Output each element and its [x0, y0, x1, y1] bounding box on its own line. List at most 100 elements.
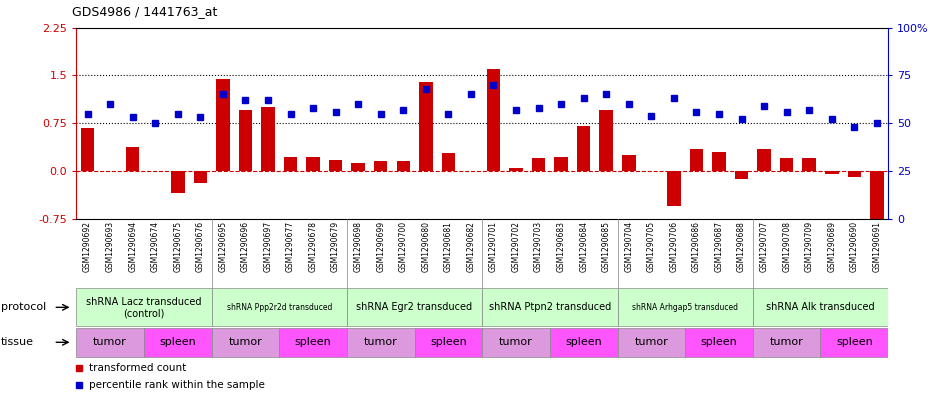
- Bar: [171, 171, 184, 193]
- Text: shRNA Arhgap5 transduced: shRNA Arhgap5 transduced: [632, 303, 738, 312]
- Text: tumor: tumor: [499, 337, 533, 347]
- Text: GSM1290698: GSM1290698: [353, 221, 363, 272]
- Text: tumor: tumor: [770, 337, 804, 347]
- Text: GSM1290697: GSM1290697: [263, 221, 272, 272]
- Bar: [486, 69, 500, 171]
- Text: GSM1290676: GSM1290676: [196, 221, 205, 272]
- Bar: [712, 152, 725, 171]
- Text: GSM1290708: GSM1290708: [782, 221, 791, 272]
- Text: GSM1290695: GSM1290695: [219, 221, 227, 272]
- Bar: [554, 157, 568, 171]
- Bar: [780, 158, 793, 171]
- Bar: [752, 328, 820, 357]
- Text: GSM1290684: GSM1290684: [579, 221, 588, 272]
- Text: GSM1290679: GSM1290679: [331, 221, 340, 272]
- Text: tumor: tumor: [634, 337, 669, 347]
- Bar: [352, 163, 365, 171]
- Text: tumor: tumor: [229, 337, 262, 347]
- Text: GSM1290703: GSM1290703: [534, 221, 543, 272]
- Text: tumor: tumor: [93, 337, 127, 347]
- Bar: [482, 328, 550, 357]
- Bar: [239, 110, 252, 171]
- Bar: [212, 288, 347, 326]
- Bar: [347, 288, 482, 326]
- Bar: [820, 328, 888, 357]
- Text: GSM1290693: GSM1290693: [106, 221, 114, 272]
- Bar: [76, 288, 211, 326]
- Text: GSM1290700: GSM1290700: [399, 221, 407, 272]
- Bar: [419, 82, 432, 171]
- Bar: [577, 127, 591, 171]
- Bar: [261, 107, 274, 171]
- Bar: [735, 171, 749, 179]
- Text: shRNA Lacz transduced
(control): shRNA Lacz transduced (control): [86, 297, 202, 318]
- Text: GSM1290691: GSM1290691: [872, 221, 882, 272]
- Text: spleen: spleen: [836, 337, 872, 347]
- Text: GSM1290678: GSM1290678: [309, 221, 317, 272]
- Bar: [752, 288, 888, 326]
- Bar: [825, 171, 839, 174]
- Text: GSM1290696: GSM1290696: [241, 221, 250, 272]
- Bar: [690, 149, 703, 171]
- Bar: [212, 328, 279, 357]
- Bar: [396, 162, 410, 171]
- Text: GSM1290674: GSM1290674: [151, 221, 160, 272]
- Bar: [550, 328, 618, 357]
- Text: GSM1290687: GSM1290687: [714, 221, 724, 272]
- Text: GSM1290682: GSM1290682: [467, 221, 475, 272]
- Bar: [622, 155, 635, 171]
- Text: GSM1290702: GSM1290702: [512, 221, 521, 272]
- Text: GSM1290705: GSM1290705: [647, 221, 656, 272]
- Text: GDS4986 / 1441763_at: GDS4986 / 1441763_at: [72, 5, 217, 18]
- Text: GSM1290709: GSM1290709: [804, 221, 814, 272]
- Bar: [847, 171, 861, 177]
- Bar: [685, 328, 752, 357]
- Text: GSM1290690: GSM1290690: [850, 221, 858, 272]
- Text: spleen: spleen: [700, 337, 737, 347]
- Bar: [374, 162, 388, 171]
- Bar: [618, 288, 752, 326]
- Text: spleen: spleen: [565, 337, 602, 347]
- Text: spleen: spleen: [159, 337, 196, 347]
- Bar: [618, 328, 685, 357]
- Bar: [803, 158, 816, 171]
- Text: GSM1290704: GSM1290704: [624, 221, 633, 272]
- Text: GSM1290677: GSM1290677: [286, 221, 295, 272]
- Text: GSM1290681: GSM1290681: [444, 221, 453, 272]
- Bar: [216, 79, 230, 171]
- Text: spleen: spleen: [430, 337, 467, 347]
- Bar: [600, 110, 613, 171]
- Text: shRNA Egr2 transduced: shRNA Egr2 transduced: [356, 302, 472, 312]
- Text: percentile rank within the sample: percentile rank within the sample: [89, 380, 265, 390]
- Bar: [510, 168, 523, 171]
- Bar: [279, 328, 347, 357]
- Bar: [144, 328, 211, 357]
- Bar: [667, 171, 681, 206]
- Text: GSM1290699: GSM1290699: [377, 221, 385, 272]
- Text: GSM1290701: GSM1290701: [489, 221, 498, 272]
- Text: protocol: protocol: [1, 302, 46, 312]
- Text: GSM1290683: GSM1290683: [557, 221, 565, 272]
- Text: GSM1290692: GSM1290692: [83, 221, 92, 272]
- Bar: [81, 128, 94, 171]
- Bar: [193, 171, 207, 182]
- Text: GSM1290680: GSM1290680: [421, 221, 431, 272]
- Text: GSM1290688: GSM1290688: [737, 221, 746, 272]
- Text: spleen: spleen: [295, 337, 331, 347]
- Bar: [126, 147, 140, 171]
- Text: transformed count: transformed count: [89, 362, 187, 373]
- Bar: [347, 328, 415, 357]
- Text: GSM1290707: GSM1290707: [760, 221, 768, 272]
- Text: GSM1290706: GSM1290706: [670, 221, 678, 272]
- Text: shRNA Alk transduced: shRNA Alk transduced: [766, 302, 875, 312]
- Bar: [329, 160, 342, 171]
- Bar: [415, 328, 482, 357]
- Bar: [870, 171, 883, 219]
- Bar: [76, 328, 144, 357]
- Text: tumor: tumor: [364, 337, 398, 347]
- Text: GSM1290685: GSM1290685: [602, 221, 611, 272]
- Text: shRNA Ppp2r2d transduced: shRNA Ppp2r2d transduced: [227, 303, 332, 312]
- Bar: [284, 157, 298, 171]
- Bar: [757, 149, 771, 171]
- Bar: [306, 157, 320, 171]
